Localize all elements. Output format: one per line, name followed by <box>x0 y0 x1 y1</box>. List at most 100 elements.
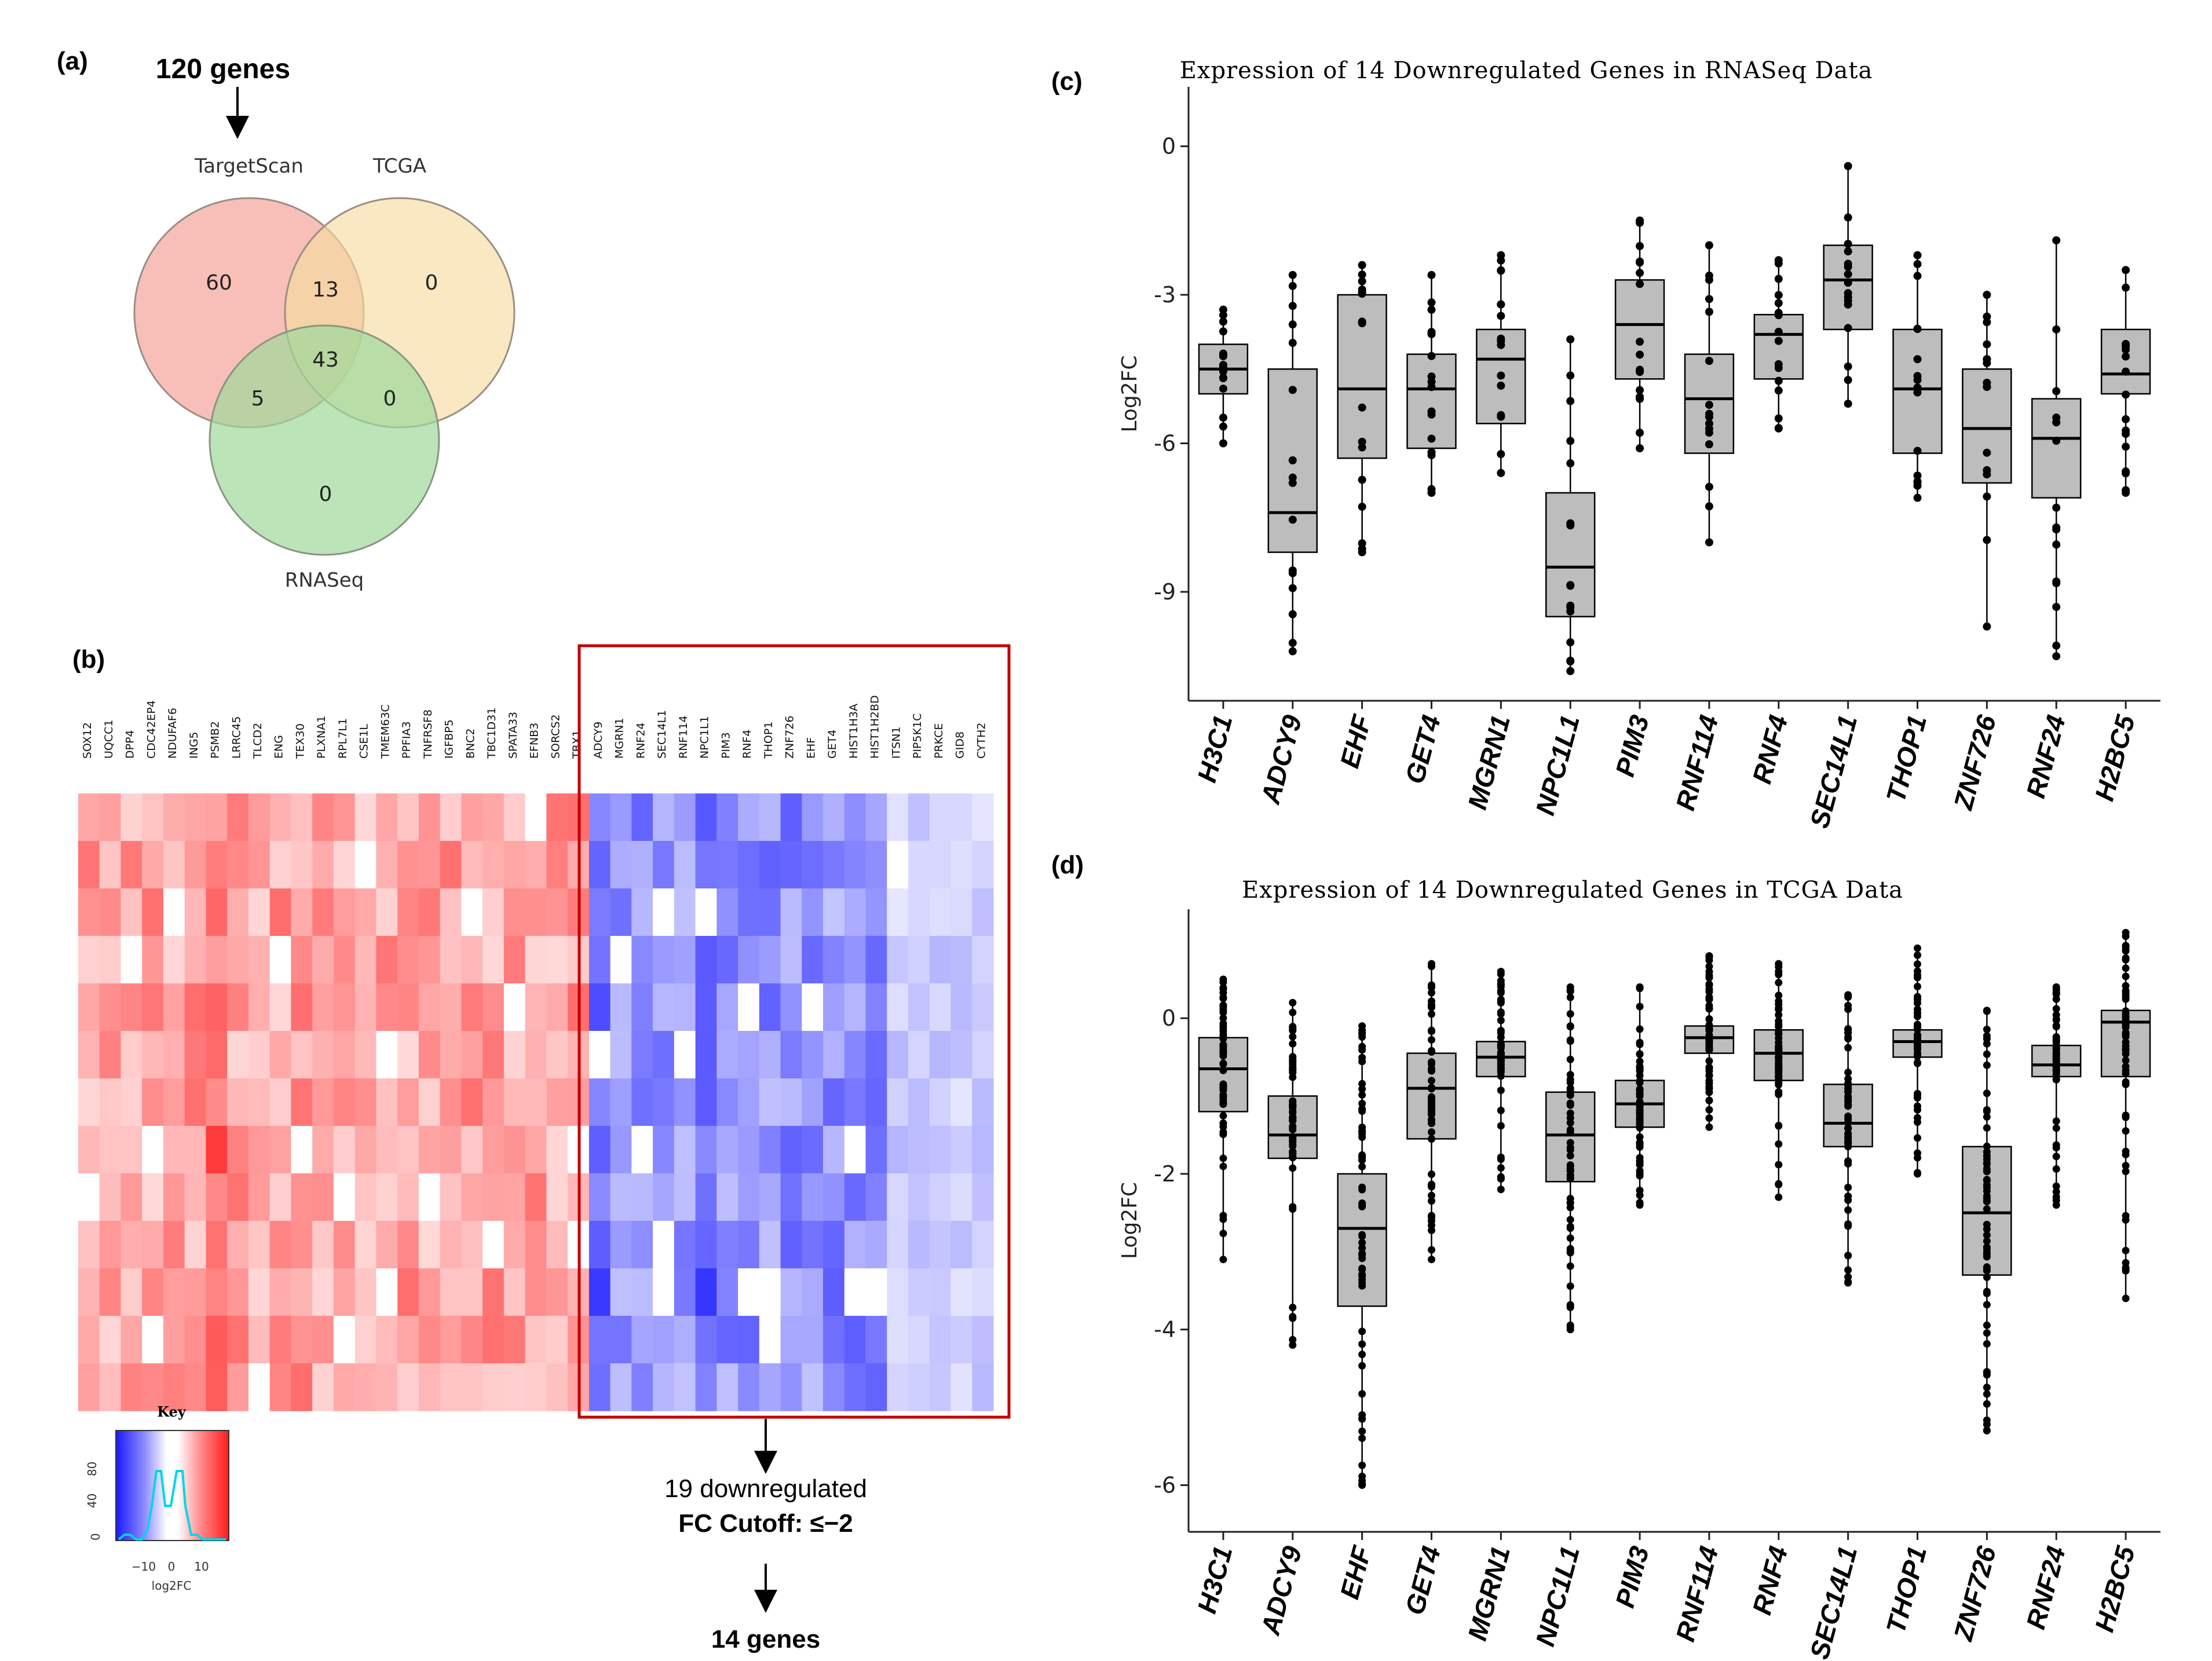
data-point <box>1775 1088 1783 1096</box>
heatmap-gene-label: PPFIA3 <box>400 721 413 759</box>
heatmap-cell <box>780 1031 802 1079</box>
data-point <box>1914 944 1921 952</box>
x-category-label: H3C1 <box>1191 712 1238 785</box>
data-point <box>1358 1042 1366 1051</box>
heatmap-cell <box>354 936 376 984</box>
heatmap-cell <box>269 1031 291 1079</box>
heatmap-cell <box>865 1221 887 1269</box>
heatmap-cell <box>184 1316 206 1364</box>
box-PIM3 <box>1614 279 1665 380</box>
data-point <box>1913 324 1922 333</box>
box-NPC1L1 <box>1545 492 1596 617</box>
heatmap-cell <box>950 936 972 984</box>
data-point <box>1844 213 1852 222</box>
data-point <box>1705 995 1713 1003</box>
key-title: Key <box>157 1403 187 1420</box>
heatmap-cell <box>461 1363 483 1411</box>
heatmap-cell <box>142 1126 164 1174</box>
heatmap-cell <box>440 1078 462 1126</box>
heatmap-gene-label: TBX1 <box>571 730 583 759</box>
heatmap-cell <box>418 1126 441 1174</box>
data-point <box>1844 362 1852 371</box>
heatmap-cell <box>184 793 206 842</box>
heatmap-cell <box>653 793 675 842</box>
heatmap-cell <box>950 1316 972 1364</box>
heatmap-cell <box>397 1173 419 1221</box>
heatmap-cell <box>653 841 675 889</box>
heatmap-cell <box>972 1316 994 1364</box>
heatmap-cell <box>163 936 185 984</box>
heatmap-cell <box>376 1221 398 1269</box>
heatmap-cell <box>269 1316 291 1364</box>
heatmap-cell <box>376 1173 398 1221</box>
data-point <box>1428 1027 1435 1036</box>
heatmap-cell <box>142 793 164 842</box>
data-point <box>1636 386 1644 394</box>
data-point <box>1914 1023 1921 1031</box>
data-point <box>1844 1266 1852 1274</box>
heatmap-cell <box>823 1031 845 1079</box>
heatmap-cell <box>482 1126 504 1174</box>
data-point <box>1219 1048 1227 1056</box>
data-point <box>2122 987 2130 995</box>
data-point <box>1288 566 1297 575</box>
heatmap-cell <box>546 1078 568 1126</box>
data-point <box>1358 1080 1366 1088</box>
heatmap-cell <box>142 983 164 1031</box>
heatmap-cell <box>738 888 760 936</box>
data-point <box>1775 1045 1783 1053</box>
data-point <box>1428 1077 1435 1085</box>
data-point <box>1358 1340 1366 1348</box>
chart-c-title: Expression of 14 Downregulated Genes in … <box>1180 57 1873 84</box>
heatmap-cell <box>248 1078 270 1126</box>
heatmap-cell <box>588 936 611 984</box>
heatmap-cell <box>418 1268 441 1316</box>
heatmap-cell <box>482 1221 504 1269</box>
heatmap-gene-label: SORCS2 <box>549 714 562 759</box>
heatmap-cell <box>610 936 632 984</box>
data-point <box>1983 291 1991 299</box>
heatmap-cell <box>759 841 781 889</box>
data-point <box>1705 429 1713 437</box>
data-point <box>1358 317 1366 326</box>
heatmap-cell <box>823 793 845 842</box>
heatmap-cell <box>802 1268 824 1316</box>
heatmap-cell <box>908 1031 930 1079</box>
heatmap-cell <box>972 936 994 984</box>
heatmap-cell <box>865 936 887 984</box>
data-point <box>1497 266 1505 275</box>
key-histogram <box>118 1470 226 1541</box>
data-point <box>1705 1114 1713 1122</box>
data-point <box>2122 1150 2130 1158</box>
data-point <box>2122 486 2130 495</box>
data-point <box>1497 1016 1505 1025</box>
heatmap-cell <box>844 1363 866 1411</box>
heatmap-cell <box>312 1078 334 1126</box>
data-point <box>1636 393 1644 401</box>
data-point <box>2122 426 2130 435</box>
data-point <box>1288 584 1297 592</box>
data-point <box>1774 299 1783 308</box>
data-point <box>1914 960 1921 968</box>
heatmap-cell <box>440 1268 462 1316</box>
heatmap-gene-label: SPATA33 <box>507 712 520 759</box>
data-point <box>1913 447 1922 455</box>
y-tick-label: 0 <box>1162 134 1176 159</box>
data-point <box>1358 1276 1366 1284</box>
heatmap-cell <box>780 841 802 889</box>
heatmap-cell <box>312 936 334 984</box>
heatmap-cell <box>610 1126 632 1174</box>
heatmap-cell <box>631 1221 653 1269</box>
data-point <box>1566 1216 1574 1224</box>
heatmap-cell <box>588 1031 611 1079</box>
x-category-label: H2BC5 <box>2089 711 2141 804</box>
heatmap-cell <box>653 1221 675 1269</box>
data-point <box>1428 1103 1435 1111</box>
heatmap-cell <box>738 1173 760 1221</box>
data-point <box>1636 1139 1644 1147</box>
data-point <box>1774 336 1783 345</box>
heatmap-cell <box>631 983 653 1031</box>
heatmap-cell <box>802 1031 824 1079</box>
heatmap-cell <box>950 1268 972 1316</box>
data-point <box>1636 1191 1644 1199</box>
